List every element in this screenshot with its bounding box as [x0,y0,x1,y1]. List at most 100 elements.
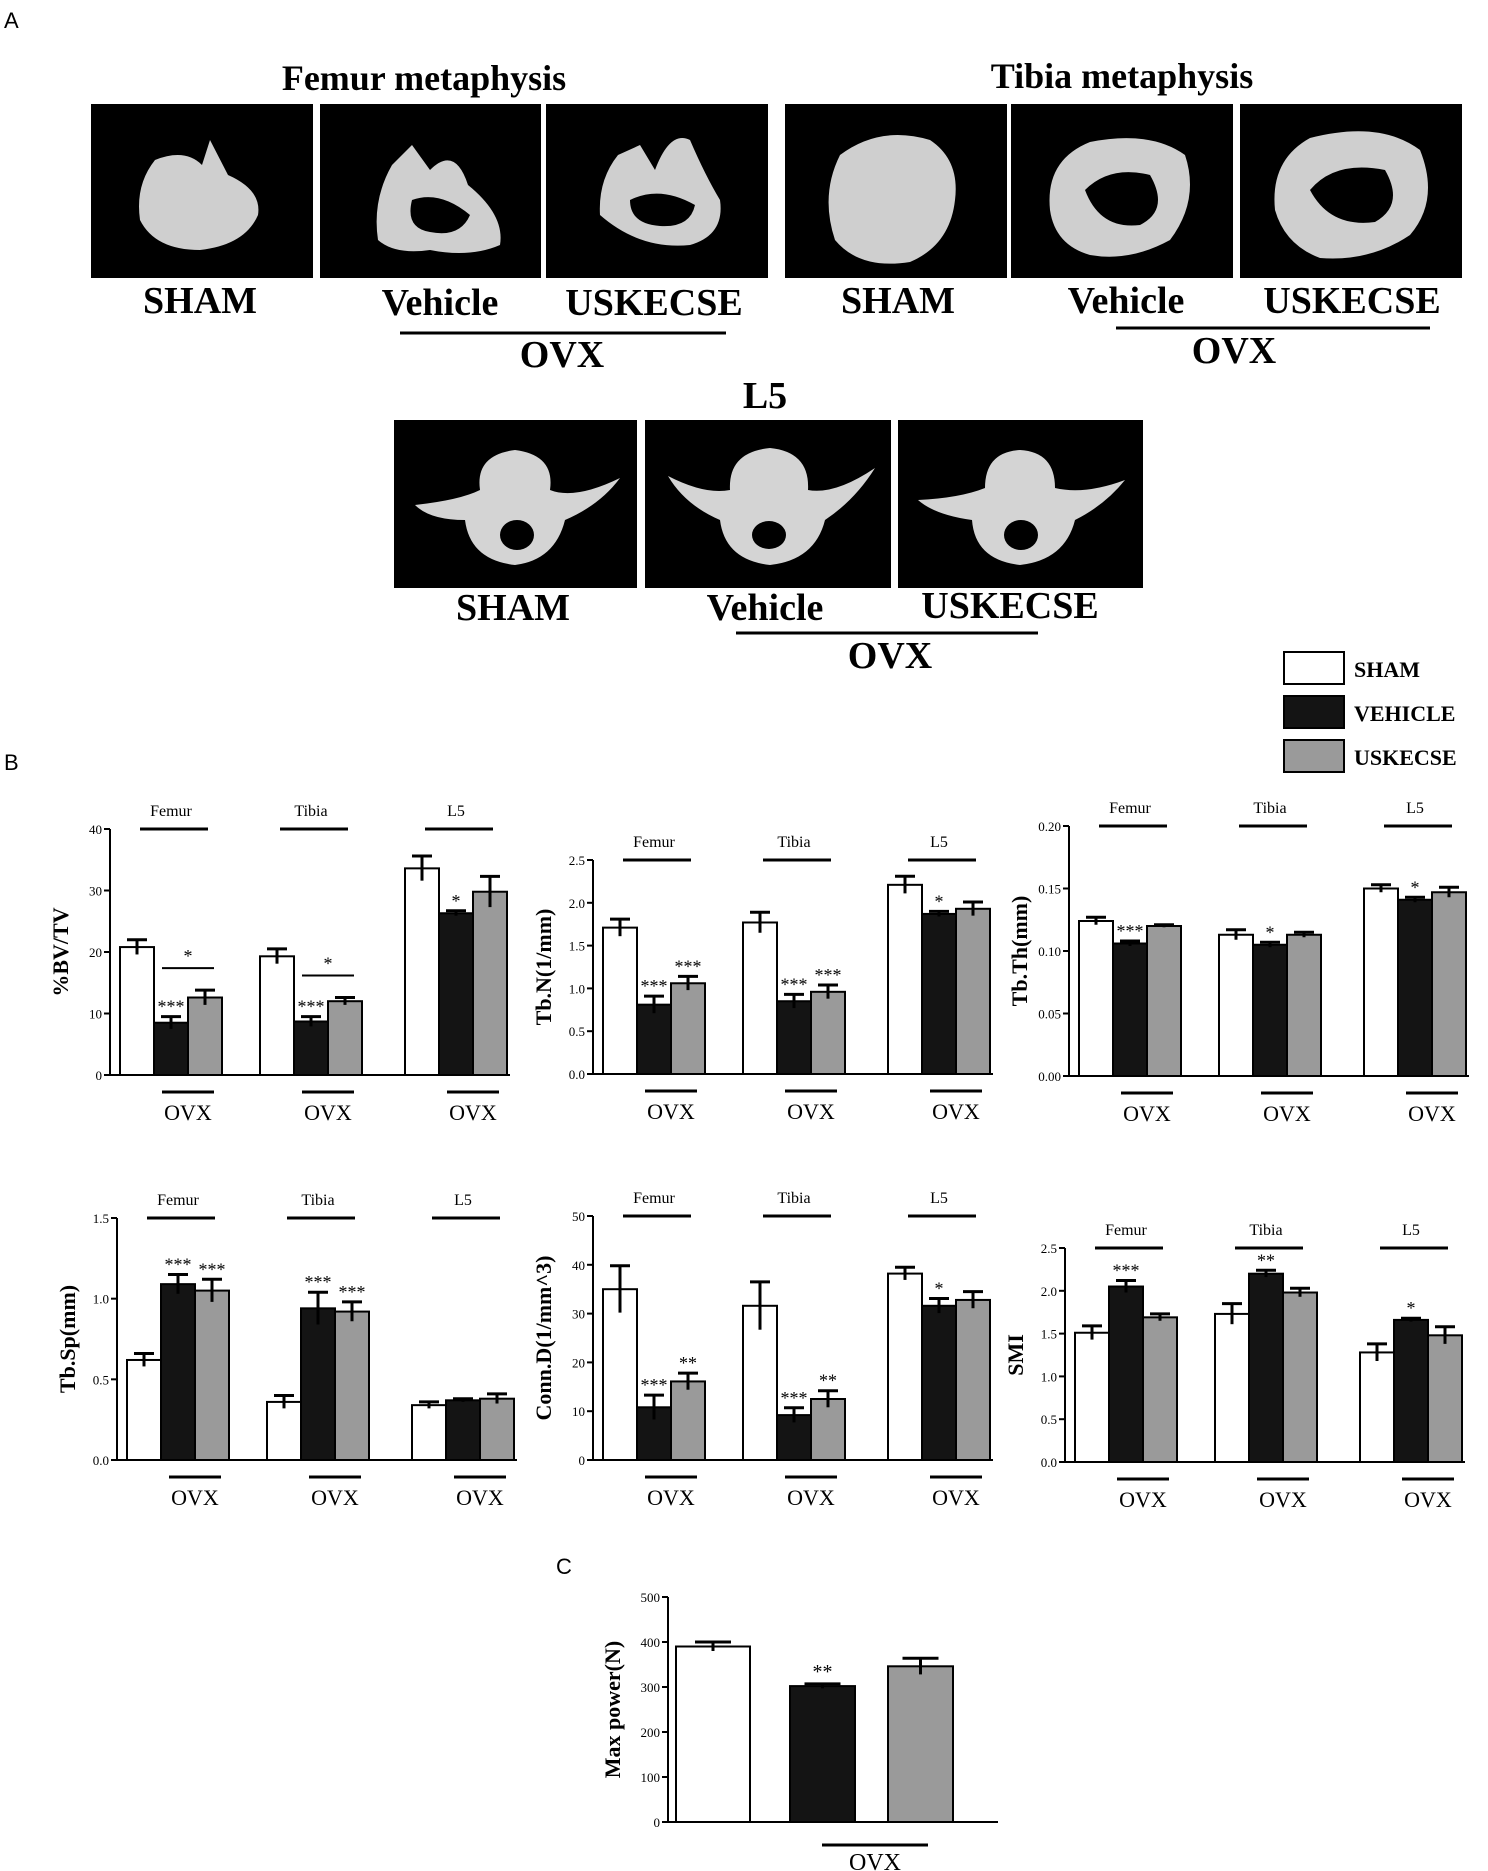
pc-ytick-label: 200 [641,1725,661,1740]
p3-ytick-label: 0.20 [1038,819,1061,834]
p6-ovx-label-femur: OVX [1119,1487,1167,1512]
p6-bar-tibia-vehicle [1248,1272,1284,1464]
p6-ytick-label: 2.0 [1041,1284,1057,1299]
p3-star-femur-vehicle: *** [1117,921,1144,941]
p1-bar-tibia-sham [259,955,295,1076]
p3-group-label-tibia: Tibia [1253,800,1286,817]
pc-ytick-label: 100 [641,1770,661,1785]
p4-bar-l5-uskecse [479,1397,515,1462]
l5-uskecse-label: USKECSE [921,585,1098,627]
p3-group-label-l5: L5 [1406,800,1424,817]
p5-group-label-tibia: Tibia [777,1190,810,1207]
p2-star-tibia-uskecse: *** [815,965,842,985]
p1-bar-l5-sham [404,867,440,1076]
p2-bar-tibia-vehicle [776,1000,812,1075]
p6-ytick-label: 1.0 [1041,1369,1057,1384]
panel-a-microct-images: A Femur metaphysis Tibia metaphysis SHAM… [4,8,1462,677]
p4-group-label-l5: L5 [454,1192,472,1209]
p1-bar-l5-vehicle [438,912,474,1076]
p2-ovx-label-l5: OVX [932,1099,980,1124]
p1-ytick-label: 40 [89,822,102,837]
p3-bar-tibia-sham [1218,933,1254,1077]
panel-c-letter: C [556,1554,572,1579]
l5-vehicle-label: Vehicle [707,587,824,629]
tibia-title: Tibia metaphysis [991,56,1253,96]
p6-ytick-label: 0.0 [1041,1455,1057,1470]
femur-title: Femur metaphysis [282,58,566,98]
p3-bar-l5-vehicle [1397,898,1433,1077]
femur-sham-image [91,104,313,278]
p5-star-tibia-vehicle: *** [781,1388,808,1408]
tibia-sham-label: SHAM [841,280,955,322]
p5-ovx-label-l5: OVX [932,1485,980,1510]
p3-ovx-label-femur: OVX [1123,1101,1171,1126]
tibia-vehicle-label: Vehicle [1068,280,1185,322]
p5-ovx-label-femur: OVX [647,1485,695,1510]
p2-ytick-label: 1.0 [569,981,585,996]
p5-ytick-label: 10 [572,1404,585,1419]
p3-ytick-label: 0.15 [1038,882,1061,897]
p5-ytick-label: 30 [572,1307,585,1322]
p6-ovx-label-tibia: OVX [1259,1487,1307,1512]
p4-star-femur-vehicle: *** [165,1254,192,1274]
p1-bar-l5-uskecse [472,890,508,1076]
p4-ytick-label: 0.0 [93,1453,109,1468]
legend-label-uskecse: USKECSE [1354,745,1457,770]
p3-bar-tibia-vehicle [1252,943,1288,1077]
p6-bar-femur-sham [1074,1331,1110,1464]
p6-bar-l5-sham [1359,1351,1395,1464]
p1-star-femur-vehicle: *** [158,997,185,1017]
p5-star-femur-uskecse: ** [679,1353,697,1373]
p3-ovx-label-tibia: OVX [1263,1101,1311,1126]
p3-bar-tibia-uskecse [1286,933,1322,1077]
p6-star-femur-vehicle: *** [1113,1261,1140,1281]
p4-bar-femur-uskecse [194,1289,230,1461]
tibia-sham-image [785,104,1007,278]
panel-b-letter: B [4,750,19,775]
p4-bar-l5-sham [411,1404,447,1461]
p2-ylabel: Tb.N(1/mm) [531,909,556,1026]
p5-ytick-label: 0 [579,1453,586,1468]
pc-star-vehicle: ** [813,1661,833,1683]
femur-uskecse-label: USKECSE [565,282,742,324]
p5-bar-femur-sham [602,1288,638,1461]
p3-bar-femur-vehicle [1112,942,1148,1077]
p6-bar-tibia-sham [1214,1312,1250,1463]
p3-ylabel: Tb.Th(mm) [1007,896,1032,1007]
p5-ovx-label-tibia: OVX [787,1485,835,1510]
pc-ytick-label: 400 [641,1635,661,1650]
p2-bar-l5-vehicle [921,912,957,1075]
p6-ylabel: SMI [1003,1334,1028,1376]
p4-bar-tibia-uskecse [334,1310,370,1462]
tibia-uskecse-image [1240,104,1462,278]
p1-ytick-label: 10 [89,1007,102,1022]
p2-ytick-label: 1.5 [569,939,585,954]
femur-vehicle-label: Vehicle [382,282,499,324]
l5-sham-label: SHAM [456,587,570,629]
p1-ovx-label-femur: OVX [164,1100,212,1125]
p1-ovx-label-l5: OVX [449,1100,497,1125]
p4-star-tibia-uskecse: *** [339,1282,366,1302]
p4-ytick-label: 0.5 [93,1372,109,1387]
pc-ylabel: Max power(N) [600,1641,625,1778]
pc-ovx-label: OVX [849,1850,901,1871]
p2-ytick-label: 2.0 [569,896,585,911]
p1-bracket-star-tibia: * [324,954,333,974]
p2-star-femur-uskecse: *** [675,956,702,976]
legend-swatch-sham [1283,651,1345,685]
p2-ytick-label: 2.5 [569,853,585,868]
p4-bar-tibia-vehicle [300,1307,336,1462]
pc-ytick-label: 500 [641,1590,661,1605]
p6-ytick-label: 0.5 [1041,1412,1057,1427]
femur-uskecse-image [546,104,768,278]
p4-ovx-label-tibia: OVX [311,1485,359,1510]
p2-ytick-label: 0.0 [569,1067,585,1082]
p2-bar-l5-sham [887,883,923,1075]
p4-star-femur-uskecse: *** [199,1259,226,1279]
p2-ovx-label-tibia: OVX [787,1099,835,1124]
p5-star-l5-vehicle: * [935,1278,944,1298]
p4-ytick-label: 1.0 [93,1292,109,1307]
legend-label-sham: SHAM [1354,657,1420,682]
p5-group-label-femur: Femur [633,1190,675,1207]
